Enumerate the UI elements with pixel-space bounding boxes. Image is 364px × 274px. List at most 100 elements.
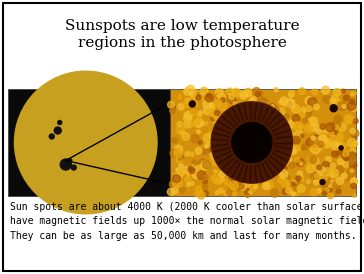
- Circle shape: [306, 106, 312, 112]
- Circle shape: [210, 136, 217, 142]
- Circle shape: [245, 122, 253, 130]
- Bar: [8, 89, 170, 196]
- Circle shape: [308, 98, 317, 107]
- Circle shape: [301, 107, 306, 112]
- Circle shape: [335, 125, 339, 129]
- Circle shape: [255, 178, 259, 182]
- Circle shape: [304, 112, 307, 116]
- Circle shape: [347, 102, 351, 107]
- Bar: [170, 89, 356, 196]
- Circle shape: [352, 141, 358, 147]
- Circle shape: [229, 93, 234, 99]
- Circle shape: [312, 145, 318, 152]
- Circle shape: [221, 178, 225, 181]
- Circle shape: [234, 142, 239, 147]
- Circle shape: [271, 105, 274, 108]
- Circle shape: [179, 176, 182, 179]
- Circle shape: [203, 100, 211, 108]
- Circle shape: [295, 178, 299, 182]
- Circle shape: [338, 133, 343, 138]
- Circle shape: [230, 181, 238, 190]
- Circle shape: [350, 99, 355, 104]
- Circle shape: [344, 95, 349, 101]
- Circle shape: [219, 171, 225, 178]
- Circle shape: [203, 149, 209, 155]
- Circle shape: [351, 129, 359, 138]
- Circle shape: [227, 135, 233, 141]
- Circle shape: [265, 181, 273, 189]
- Circle shape: [323, 178, 327, 182]
- Circle shape: [194, 119, 200, 125]
- Circle shape: [344, 115, 353, 123]
- Circle shape: [253, 139, 256, 142]
- Circle shape: [338, 159, 343, 164]
- Circle shape: [244, 88, 252, 97]
- Circle shape: [236, 182, 243, 190]
- Circle shape: [288, 99, 294, 106]
- Circle shape: [353, 118, 358, 124]
- Circle shape: [293, 190, 299, 196]
- Circle shape: [198, 111, 202, 116]
- Circle shape: [302, 118, 307, 123]
- Circle shape: [203, 175, 208, 179]
- Circle shape: [334, 99, 342, 107]
- Circle shape: [292, 105, 295, 108]
- Circle shape: [285, 156, 289, 159]
- Circle shape: [306, 180, 311, 184]
- Circle shape: [314, 104, 319, 110]
- Circle shape: [207, 93, 210, 97]
- Circle shape: [279, 100, 282, 104]
- Circle shape: [322, 191, 327, 196]
- Circle shape: [264, 159, 270, 165]
- Circle shape: [201, 161, 210, 170]
- Circle shape: [173, 175, 181, 182]
- Circle shape: [249, 99, 255, 105]
- Circle shape: [185, 176, 191, 183]
- Circle shape: [241, 185, 245, 188]
- Circle shape: [314, 158, 319, 163]
- Circle shape: [314, 135, 319, 140]
- Circle shape: [285, 132, 288, 135]
- Circle shape: [309, 118, 313, 122]
- Circle shape: [171, 138, 177, 143]
- Circle shape: [167, 188, 174, 195]
- Circle shape: [277, 120, 282, 125]
- Circle shape: [257, 90, 262, 96]
- Circle shape: [224, 190, 229, 196]
- Circle shape: [189, 152, 194, 156]
- Circle shape: [321, 86, 329, 94]
- Circle shape: [218, 188, 223, 193]
- Circle shape: [343, 160, 349, 167]
- Circle shape: [276, 108, 285, 117]
- Circle shape: [171, 184, 177, 189]
- Circle shape: [310, 170, 319, 179]
- Circle shape: [345, 116, 352, 124]
- Circle shape: [232, 134, 237, 139]
- Circle shape: [280, 97, 288, 105]
- Circle shape: [249, 150, 258, 158]
- Circle shape: [198, 141, 202, 144]
- Circle shape: [292, 136, 300, 144]
- Circle shape: [187, 183, 190, 186]
- Circle shape: [327, 126, 330, 130]
- Circle shape: [350, 169, 353, 172]
- Circle shape: [297, 146, 302, 151]
- Circle shape: [317, 166, 326, 175]
- Text: Sun spots are about 4000 K (2000 K cooler than solar surface) and
have magnetic : Sun spots are about 4000 K (2000 K coole…: [10, 202, 364, 241]
- Circle shape: [297, 171, 302, 176]
- Circle shape: [186, 85, 195, 93]
- Circle shape: [299, 110, 306, 117]
- Circle shape: [310, 156, 317, 163]
- Circle shape: [306, 111, 312, 117]
- Circle shape: [277, 124, 282, 129]
- Circle shape: [245, 90, 251, 96]
- Circle shape: [226, 88, 233, 95]
- Circle shape: [353, 194, 356, 197]
- Circle shape: [321, 161, 327, 167]
- Circle shape: [282, 141, 289, 149]
- Circle shape: [330, 163, 336, 168]
- Circle shape: [237, 182, 244, 190]
- Circle shape: [235, 147, 243, 155]
- Circle shape: [320, 124, 326, 129]
- Circle shape: [283, 156, 292, 164]
